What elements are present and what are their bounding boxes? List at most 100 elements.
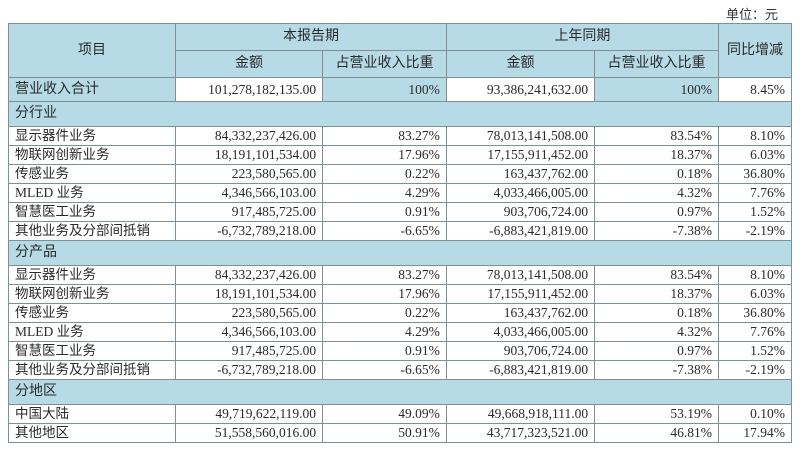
current-share: -6.65% bbox=[322, 221, 447, 241]
current-share: 50.91% bbox=[322, 423, 447, 443]
table-row: MLED 业务 4,346,566,103.00 4.29% 4,033,466,00… bbox=[8, 322, 793, 342]
prior-share: 46.81% bbox=[594, 423, 719, 443]
current-share: 83.27% bbox=[322, 265, 447, 285]
yoy-change: 8.45% bbox=[717, 77, 793, 102]
yoy-change: -2.19% bbox=[717, 360, 793, 380]
table-row: 物联网创新业务 18,191,101,534.00 17.96% 17,155,911… bbox=[8, 145, 793, 165]
header-current-period: 本报告期 bbox=[174, 23, 447, 51]
section-row: 分行业 bbox=[8, 101, 792, 127]
yoy-change: 17.94% bbox=[717, 423, 793, 443]
table-row: 传感业务 223,580,565.00 0.22% 163,437,762.00 0.1… bbox=[8, 303, 793, 323]
yoy-change: 1.52% bbox=[717, 341, 793, 361]
prior-amount: 78,013,141,508.00 bbox=[445, 126, 596, 146]
current-amount: 101,278,182,135.00 bbox=[174, 77, 324, 102]
table-row: MLED 业务 4,346,566,103.00 4.29% 4,033,466,00… bbox=[8, 183, 793, 203]
total-row: 营业收入合计 101,278,182,135.00 100% 93,386,24… bbox=[8, 77, 793, 102]
prior-amount: 903,706,724.00 bbox=[445, 202, 596, 222]
current-amount: 223,580,565.00 bbox=[174, 303, 324, 323]
row-label: 其他业务及分部间抵销 bbox=[8, 221, 176, 241]
current-share: 49.09% bbox=[322, 404, 447, 424]
current-amount: -6,732,789,218.00 bbox=[174, 360, 324, 380]
revenue-table: 项目 本报告期 上年同期 同比增减 金额 占营业收入比重 金额 占营业收入比重 … bbox=[8, 23, 793, 443]
header-current-share: 占营业收入比重 bbox=[322, 50, 447, 78]
current-share: 83.27% bbox=[322, 126, 447, 146]
prior-share: -7.38% bbox=[594, 221, 719, 241]
yoy-change: 7.76% bbox=[717, 322, 793, 342]
row-label: 其他地区 bbox=[8, 423, 176, 443]
row-label: 显示器件业务 bbox=[8, 126, 176, 146]
current-amount: 4,346,566,103.00 bbox=[174, 183, 324, 203]
prior-share: 83.54% bbox=[594, 126, 719, 146]
prior-amount: 903,706,724.00 bbox=[445, 341, 596, 361]
prior-share: -7.38% bbox=[594, 360, 719, 380]
table-row: 智慧医工业务 917,485,725.00 0.91% 903,706,724.00 0… bbox=[8, 341, 793, 361]
header-current-amount: 金额 bbox=[174, 50, 324, 78]
current-share: 17.96% bbox=[322, 145, 447, 165]
row-label: 中国大陆 bbox=[8, 404, 176, 424]
current-share: 0.22% bbox=[322, 303, 447, 323]
prior-share: 4.32% bbox=[594, 183, 719, 203]
yoy-change: 36.80% bbox=[717, 303, 793, 323]
current-amount: 4,346,566,103.00 bbox=[174, 322, 324, 342]
section-title: 分地区 bbox=[8, 379, 792, 405]
current-amount: 51,558,560,016.00 bbox=[174, 423, 324, 443]
yoy-change: 7.76% bbox=[717, 183, 793, 203]
prior-share: 0.18% bbox=[594, 164, 719, 184]
row-label: 传感业务 bbox=[8, 303, 176, 323]
yoy-change: 8.10% bbox=[717, 265, 793, 285]
current-share: 4.29% bbox=[322, 322, 447, 342]
prior-amount: 163,437,762.00 bbox=[445, 303, 596, 323]
table-row: 中国大陆 49,719,622,119.00 49.09% 49,668,918,11… bbox=[8, 404, 793, 424]
prior-amount: 4,033,466,005.00 bbox=[445, 322, 596, 342]
row-label: 物联网创新业务 bbox=[8, 145, 176, 165]
row-label: 传感业务 bbox=[8, 164, 176, 184]
current-share: 100% bbox=[322, 77, 447, 102]
current-share: 0.91% bbox=[322, 202, 447, 222]
header-prior-period: 上年同期 bbox=[445, 23, 719, 51]
section-row: 分地区 bbox=[8, 379, 792, 405]
unit-label: 单位：元 bbox=[725, 7, 778, 22]
current-share: 0.22% bbox=[322, 164, 447, 184]
header-prior-amount: 金额 bbox=[445, 50, 596, 78]
section-row: 分产品 bbox=[8, 240, 792, 266]
row-label: 智慧医工业务 bbox=[8, 341, 176, 361]
current-share: -6.65% bbox=[322, 360, 447, 380]
prior-amount: -6,883,421,819.00 bbox=[445, 360, 596, 380]
current-share: 17.96% bbox=[322, 284, 447, 304]
prior-share: 100% bbox=[594, 77, 719, 102]
prior-share: 18.37% bbox=[594, 284, 719, 304]
section-title: 分行业 bbox=[8, 101, 792, 127]
yoy-change: -2.19% bbox=[717, 221, 793, 241]
prior-amount: 163,437,762.00 bbox=[445, 164, 596, 184]
prior-amount: 78,013,141,508.00 bbox=[445, 265, 596, 285]
table-row: 物联网创新业务 18,191,101,534.00 17.96% 17,155,911… bbox=[8, 284, 793, 304]
yoy-change: 8.10% bbox=[717, 126, 793, 146]
prior-amount: 17,155,911,452.00 bbox=[445, 145, 596, 165]
table-row: 其他地区 51,558,560,016.00 50.91% 43,717,323,52… bbox=[8, 423, 793, 443]
current-share: 4.29% bbox=[322, 183, 447, 203]
prior-amount: -6,883,421,819.00 bbox=[445, 221, 596, 241]
current-amount: 84,332,237,426.00 bbox=[174, 126, 324, 146]
prior-amount: 43,717,323,521.00 bbox=[445, 423, 596, 443]
yoy-change: 1.52% bbox=[717, 202, 793, 222]
current-amount: 18,191,101,534.00 bbox=[174, 145, 324, 165]
prior-amount: 49,668,918,111.00 bbox=[445, 404, 596, 424]
yoy-change: 6.03% bbox=[717, 284, 793, 304]
current-share: 0.91% bbox=[322, 341, 447, 361]
row-label: 显示器件业务 bbox=[8, 265, 176, 285]
section-title: 分产品 bbox=[8, 240, 792, 266]
prior-amount: 93,386,241,632.00 bbox=[445, 77, 596, 102]
header-yoy-change: 同比增减 bbox=[717, 23, 793, 78]
prior-share: 53.19% bbox=[594, 404, 719, 424]
current-amount: 917,485,725.00 bbox=[174, 202, 324, 222]
table-row: 显示器件业务 84,332,237,426.00 83.27% 78,013,141,… bbox=[8, 126, 793, 146]
table-row: 显示器件业务 84,332,237,426.00 83.27% 78,013,141,… bbox=[8, 265, 793, 285]
prior-share: 83.54% bbox=[594, 265, 719, 285]
row-label: 物联网创新业务 bbox=[8, 284, 176, 304]
row-label: 其他业务及分部间抵销 bbox=[8, 360, 176, 380]
current-amount: -6,732,789,218.00 bbox=[174, 221, 324, 241]
prior-share: 18.37% bbox=[594, 145, 719, 165]
prior-share: 0.97% bbox=[594, 202, 719, 222]
table-row: 其他业务及分部间抵销 -6,732,789,218.00 -6.65% -6,883,… bbox=[8, 360, 793, 380]
header-item: 项目 bbox=[8, 23, 176, 78]
